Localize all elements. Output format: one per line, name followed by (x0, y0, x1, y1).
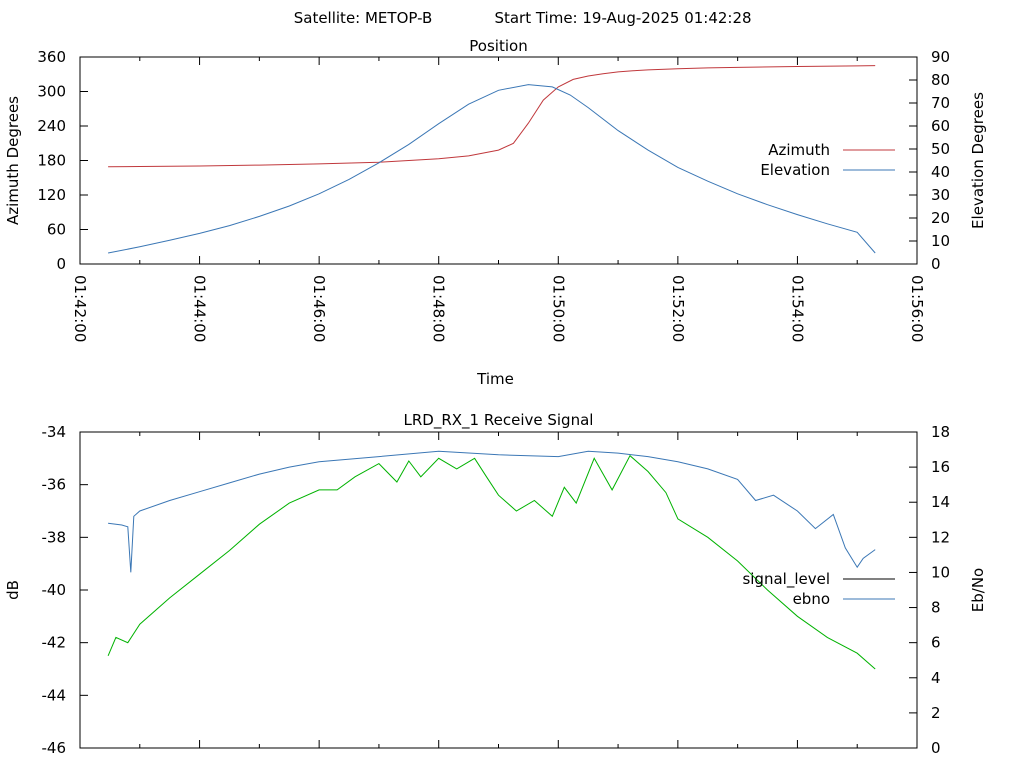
x-axis-label: Time (476, 370, 514, 388)
y-right-tick-label: 10 (931, 563, 950, 581)
y-right-tick-label: 12 (931, 528, 950, 546)
x-tick-label: 01:42:00 (71, 275, 89, 342)
y-right-tick-label: 0 (931, 255, 941, 273)
y-left-tick-label: -40 (42, 581, 67, 599)
chart-title: Position (469, 37, 527, 55)
y-left-tick-label: 120 (37, 186, 66, 204)
y-right-tick-label: 8 (931, 599, 941, 617)
y-right-tick-label: 6 (931, 634, 941, 652)
receive-signal-chart: LRD_RX_1 Receive Signal -46 -44 -42 -40 -38 -3… (4, 411, 987, 757)
y-right-tick-label: 0 (931, 739, 941, 757)
y-left-tick-label: 0 (56, 255, 66, 273)
y-left-tick-label: -46 (42, 739, 67, 757)
y-left-tick-label: -44 (42, 686, 67, 704)
y-left-axis-label: dB (4, 580, 22, 600)
legend-label: ebno (793, 590, 830, 608)
y-right-tick-label: 30 (931, 186, 950, 204)
y-right-tick-label: 80 (931, 71, 950, 89)
y-right-tick-label: 10 (931, 232, 950, 250)
series-line-elevation (108, 84, 876, 254)
x-tick-label: 01:50:00 (549, 275, 567, 342)
y-left-tick-label: 360 (37, 48, 66, 66)
y-right-tick-label: 40 (931, 163, 950, 181)
y-left-tick-label: -36 (42, 476, 67, 494)
series-line-azimuth (108, 65, 876, 168)
y-right-tick-label: 20 (931, 209, 950, 227)
y-left-tick-label: -42 (42, 634, 67, 652)
y-right-tick-label: 14 (931, 493, 950, 511)
legend-label: Elevation (760, 161, 830, 179)
y-left-tick-label: 180 (37, 152, 66, 170)
y-right-tick-label: 16 (931, 458, 950, 476)
x-tick-label: 01:52:00 (669, 275, 687, 342)
x-tick-label: 01:54:00 (788, 275, 806, 342)
x-tick-label: 01:44:00 (191, 275, 209, 342)
legend-label: Azimuth (768, 141, 830, 159)
y-left-axis-label: Azimuth Degrees (4, 96, 22, 225)
y-right-tick-label: 90 (931, 48, 950, 66)
plot-frame (79, 431, 918, 749)
y-left-tick-label: 240 (37, 117, 66, 135)
y-left-tick-label: -38 (42, 528, 67, 546)
legend-label: signal_level (742, 570, 830, 589)
position-chart: Position 01:42:00 01:44:00 01:46:00 01:48:00… (4, 37, 987, 388)
satellite-label: Satellite: METOP-B (294, 9, 433, 27)
y-right-tick-label: 4 (931, 669, 941, 687)
x-tick-label: 01:56:00 (908, 275, 926, 342)
series-line-signal-level (107, 454, 876, 670)
y-right-axis-label: Eb/No (969, 568, 987, 612)
y-right-tick-label: 18 (931, 423, 950, 441)
x-tick-label: 01:46:00 (310, 275, 328, 342)
chart-title: LRD_RX_1 Receive Signal (404, 411, 594, 430)
y-right-tick-label: 50 (931, 140, 950, 158)
y-left-tick-label: -34 (42, 423, 67, 441)
series-line-ebno (108, 450, 876, 573)
y-left-tick-label: 300 (37, 83, 66, 101)
y-right-tick-label: 70 (931, 94, 950, 112)
start-time-label: Start Time: 19-Aug-2025 01:42:28 (494, 9, 751, 27)
y-right-tick-label: 2 (931, 704, 941, 722)
y-right-axis-label: Elevation Degrees (969, 92, 987, 229)
y-right-tick-label: 60 (931, 117, 950, 135)
x-tick-label: 01:48:00 (430, 275, 448, 342)
y-left-tick-label: 60 (47, 221, 66, 239)
